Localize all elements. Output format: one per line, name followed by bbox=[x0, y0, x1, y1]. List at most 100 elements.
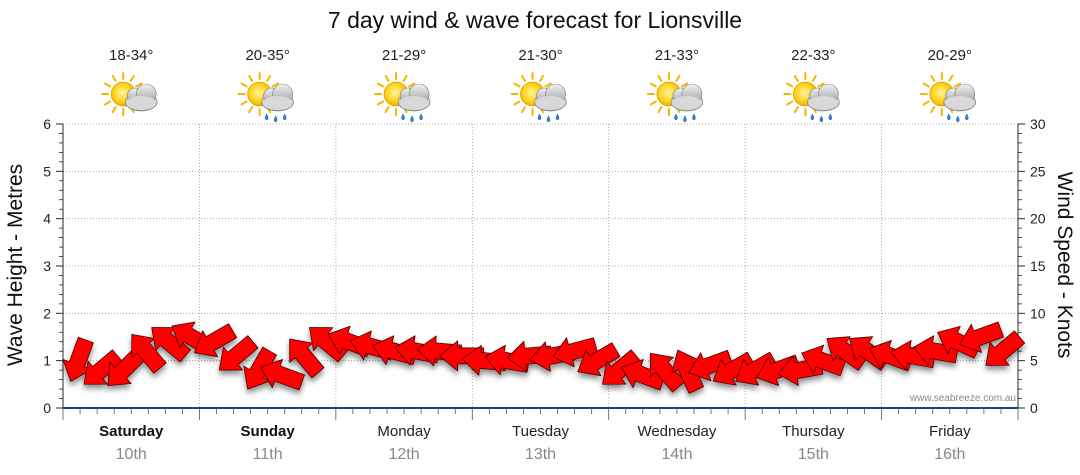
sun-ray bbox=[521, 74, 526, 83]
date-label: 12th bbox=[389, 446, 420, 463]
rain-drop bbox=[273, 115, 278, 123]
day-label: Wednesday bbox=[637, 423, 716, 440]
sun-cloud-rain-icon bbox=[919, 72, 977, 123]
date-label: 10th bbox=[116, 446, 147, 463]
rain-drop bbox=[419, 113, 423, 121]
date-label: 11th bbox=[253, 446, 283, 463]
rain-drop bbox=[828, 113, 833, 121]
wave-arrow-shape bbox=[260, 359, 306, 391]
wave-arrow bbox=[62, 336, 94, 382]
wave-arrow-shape bbox=[688, 349, 734, 382]
sun-ray bbox=[930, 74, 936, 83]
sun-ray bbox=[649, 100, 657, 106]
sun-cloud-rain-icon bbox=[510, 72, 567, 123]
date-label: 15th bbox=[798, 446, 829, 463]
sun-ray bbox=[104, 100, 112, 106]
right-tick-label: 0 bbox=[1030, 400, 1038, 416]
sun-cloud-rain-icon bbox=[646, 72, 704, 123]
rain-drops-icon bbox=[401, 113, 423, 123]
wave-arrow-shape bbox=[83, 349, 124, 385]
right-tick-label: 30 bbox=[1030, 116, 1046, 132]
cloud-fill bbox=[126, 96, 157, 110]
sun-ray bbox=[953, 82, 961, 88]
sun-ray bbox=[266, 74, 272, 83]
temperature-range: 20-29° bbox=[928, 47, 972, 64]
wave-arrow-shape bbox=[577, 342, 621, 377]
sun-ray bbox=[104, 82, 112, 88]
left-tick-label: 5 bbox=[43, 163, 51, 179]
rain-drops-icon bbox=[674, 113, 696, 123]
wave-arrow-shape bbox=[131, 333, 167, 374]
left-tick-label: 1 bbox=[43, 353, 51, 369]
wave-arrow bbox=[260, 359, 306, 391]
sun-ray bbox=[786, 82, 794, 88]
rain-drop bbox=[282, 113, 287, 121]
sun-ray bbox=[539, 74, 544, 83]
wave-arrow bbox=[83, 349, 124, 385]
wave-arrow bbox=[552, 337, 599, 368]
wave-arrow bbox=[289, 338, 325, 379]
rain-drop bbox=[401, 113, 405, 121]
cloud-fill bbox=[535, 96, 566, 110]
day-label: Sunday bbox=[241, 423, 296, 440]
cloud-icon bbox=[943, 83, 977, 112]
cloud-icon bbox=[261, 83, 294, 112]
wave-arrow bbox=[131, 333, 167, 374]
sun-cloud-icon bbox=[101, 72, 158, 116]
right-tick-label: 25 bbox=[1030, 163, 1046, 179]
wave-arrow bbox=[107, 348, 146, 387]
rain-drop bbox=[819, 115, 824, 123]
sun-ray bbox=[135, 82, 143, 88]
rain-drop bbox=[546, 115, 551, 123]
right-tick-label: 5 bbox=[1030, 353, 1038, 369]
day-label: Tuesday bbox=[512, 423, 569, 440]
sun-cloud-rain-icon bbox=[374, 72, 431, 123]
cloud-icon bbox=[397, 83, 431, 112]
sun-ray bbox=[402, 74, 408, 83]
chart-title: 7 day wind & wave forecast for Lionsvill… bbox=[328, 7, 742, 33]
temperature-range: 21-30° bbox=[518, 47, 562, 64]
cloud-fill bbox=[944, 96, 975, 110]
wave-arrow bbox=[243, 346, 278, 390]
wave-arrow-shape bbox=[243, 346, 278, 390]
sun-ray bbox=[111, 74, 117, 83]
sun-ray bbox=[240, 100, 248, 106]
sun-ray bbox=[680, 82, 689, 88]
wave-arrow bbox=[577, 342, 621, 377]
rain-drops-icon bbox=[947, 113, 969, 123]
right-tick-label: 10 bbox=[1030, 305, 1046, 321]
wave-arrow bbox=[985, 330, 1026, 366]
left-tick-label: 4 bbox=[43, 211, 51, 227]
sun-cloud-rain-icon bbox=[237, 72, 294, 123]
day-label: Monday bbox=[377, 423, 431, 440]
sun-ray bbox=[793, 105, 799, 114]
left-tick-label: 0 bbox=[43, 400, 51, 416]
rain-drop bbox=[264, 113, 269, 121]
sun-ray bbox=[271, 82, 279, 88]
wave-arrow bbox=[151, 327, 191, 363]
sun-ray bbox=[922, 82, 930, 88]
wave-arrow-shape bbox=[959, 321, 1005, 353]
sun-ray bbox=[376, 82, 385, 88]
rain-drops-icon bbox=[264, 113, 287, 123]
rain-drops-icon bbox=[537, 113, 560, 123]
wave-arrow bbox=[194, 323, 238, 358]
wave-arrow bbox=[801, 344, 847, 377]
wave-arrow-shape bbox=[151, 327, 191, 363]
sun-ray bbox=[513, 100, 521, 106]
temperature-range: 18-34° bbox=[109, 47, 153, 64]
rain-drop bbox=[947, 113, 951, 121]
day-label: Friday bbox=[929, 423, 971, 440]
sun-ray bbox=[240, 82, 248, 88]
rain-drop bbox=[674, 113, 678, 121]
wave-arrow-shape bbox=[194, 323, 238, 358]
wave-arrow-shape bbox=[552, 337, 599, 368]
wave-arrow bbox=[218, 335, 259, 371]
cloud-fill bbox=[262, 96, 293, 110]
wave-arrow-shape bbox=[218, 335, 259, 371]
wave-arrow-shape bbox=[107, 348, 146, 387]
rain-drop bbox=[956, 115, 960, 123]
sun-ray bbox=[657, 105, 663, 114]
wave-arrow-shape bbox=[985, 330, 1026, 366]
